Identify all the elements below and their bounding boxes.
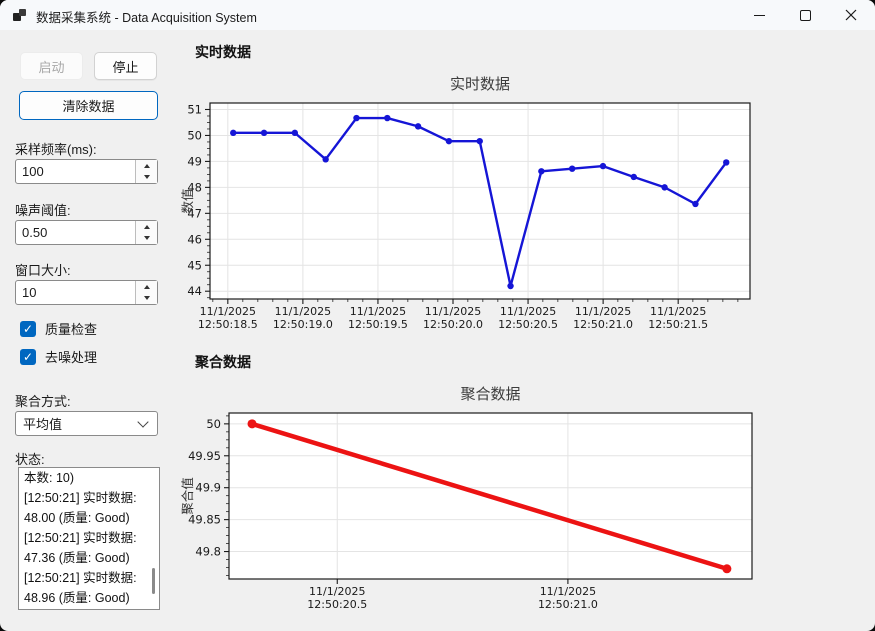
sample-rate-steppers [135,160,157,183]
svg-text:11/1/2025: 11/1/2025 [500,305,556,318]
chart-title: 实时数据 [450,75,510,93]
window-size-steppers [135,281,157,304]
sample-rate-input[interactable] [16,160,135,183]
window-title: 数据采集系统 - Data Acquisition System [36,11,257,25]
arrow-down-icon [143,175,150,180]
chevron-down-icon [137,416,149,428]
close-button[interactable] [828,0,874,30]
noise-threshold-down-button[interactable] [136,233,157,245]
aggregation-method-dropdown[interactable]: 平均值 [15,411,158,436]
arrow-down-icon [143,296,150,301]
close-icon [845,9,857,21]
svg-text:50: 50 [206,417,221,431]
clear-data-button[interactable]: 清除数据 [19,91,158,120]
svg-text:49.85: 49.85 [188,513,221,527]
noise-threshold-steppers [135,221,157,244]
status-scrollbar[interactable] [152,568,155,594]
checkbox-checked-icon[interactable]: ✓ [20,348,36,365]
arrow-up-icon [143,163,150,168]
sample-rate-spinbox [15,159,158,184]
sample-rate-up-button[interactable] [136,160,157,172]
checkbox-checked-icon[interactable]: ✓ [20,320,36,337]
stop-button[interactable]: 停止 [94,52,157,80]
arrow-up-icon [143,284,150,289]
status-line: 47.36 (质量: Good) [24,551,130,565]
realtime-section-header: 实时数据 [195,44,251,60]
realtime-chart: 444546474849505111/1/202512:50:18.511/1/… [180,75,751,331]
svg-text:11/1/2025: 11/1/2025 [350,305,406,318]
svg-text:49.8: 49.8 [195,545,221,559]
denoise-label: 去噪处理 [45,350,98,365]
noise-threshold-up-button[interactable] [136,221,157,233]
y-axis-label: 数值 [180,188,195,213]
svg-text:45: 45 [187,258,202,272]
aggregation-selected-value: 平均值 [23,417,63,432]
quality-check-label: 质量检查 [45,322,98,337]
svg-text:11/1/2025: 11/1/2025 [540,585,596,598]
svg-text:11/1/2025: 11/1/2025 [200,305,256,318]
svg-text:12:50:19.0: 12:50:19.0 [273,318,333,331]
svg-text:12:50:21.0: 12:50:21.0 [573,318,633,331]
sample-rate-down-button[interactable] [136,172,157,184]
quality-check-checkbox-row[interactable]: ✓ 质量检查 [20,319,97,338]
status-label: 状态: [15,452,45,467]
status-line: [12:50:21] 实时数据: [24,491,137,505]
status-line: [12:50:21] 实时数据: [24,531,137,545]
title-bar: 数据采集系统 - Data Acquisition System [0,0,875,30]
svg-text:44: 44 [187,284,202,298]
svg-text:12:50:20.5: 12:50:20.5 [498,318,558,331]
status-line: 48.96 (质量: Good) [24,591,130,605]
arrow-up-icon [143,224,150,229]
window-size-down-button[interactable] [136,293,157,305]
svg-text:12:50:20.0: 12:50:20.0 [423,318,483,331]
app-icon [13,9,26,21]
svg-text:11/1/2025: 11/1/2025 [309,585,365,598]
start-button[interactable]: 启动 [20,52,83,80]
svg-text:49.95: 49.95 [188,449,221,463]
status-line: 48.00 (质量: Good) [24,511,130,525]
svg-text:49: 49 [187,154,202,168]
status-log[interactable]: 本数: 10) [12:50:21] 实时数据: 48.00 (质量: Good… [18,467,160,610]
status-line: [12:50:21] 实时数据: [24,571,137,585]
svg-text:11/1/2025: 11/1/2025 [575,305,631,318]
svg-text:46: 46 [187,232,202,246]
svg-text:12:50:21.0: 12:50:21.0 [538,598,598,611]
aggregated-line [249,421,730,572]
svg-text:51: 51 [187,102,202,116]
chart-title: 聚合数据 [460,385,520,403]
maximize-icon [799,9,811,21]
svg-text:11/1/2025: 11/1/2025 [275,305,331,318]
svg-text:48: 48 [187,180,202,194]
svg-text:47: 47 [187,206,202,220]
svg-text:11/1/2025: 11/1/2025 [425,305,481,318]
window-size-up-button[interactable] [136,281,157,293]
denoise-checkbox-row[interactable]: ✓ 去噪处理 [20,347,97,366]
aggregated-chart: 5049.9549.949.8549.811/1/202512:50:20.51… [180,385,753,611]
svg-text:12:50:21.5: 12:50:21.5 [648,318,708,331]
aggregated-section-header: 聚合数据 [195,354,251,370]
maximize-button[interactable] [782,0,828,30]
minimize-button[interactable] [736,0,782,30]
aggregation-method-label: 聚合方式: [15,394,71,409]
noise-threshold-spinbox [15,220,158,245]
svg-text:12:50:18.5: 12:50:18.5 [198,318,258,331]
noise-threshold-label: 噪声阈值: [15,203,71,218]
svg-text:12:50:19.5: 12:50:19.5 [348,318,408,331]
status-line: 本数: 10) [24,471,75,485]
svg-text:12:50:20.5: 12:50:20.5 [307,598,367,611]
svg-text:50: 50 [187,128,202,142]
y-axis-label: 聚合值 [180,477,195,515]
svg-text:11/1/2025: 11/1/2025 [650,305,706,318]
noise-threshold-input[interactable] [16,221,135,244]
arrow-down-icon [143,236,150,241]
minimize-icon [753,14,765,16]
sample-rate-label: 采样频率(ms): [15,142,97,157]
window-size-spinbox [15,280,158,305]
window-size-label: 窗口大小: [15,263,71,278]
svg-text:49.9: 49.9 [195,481,221,495]
window-size-input[interactable] [16,281,135,304]
